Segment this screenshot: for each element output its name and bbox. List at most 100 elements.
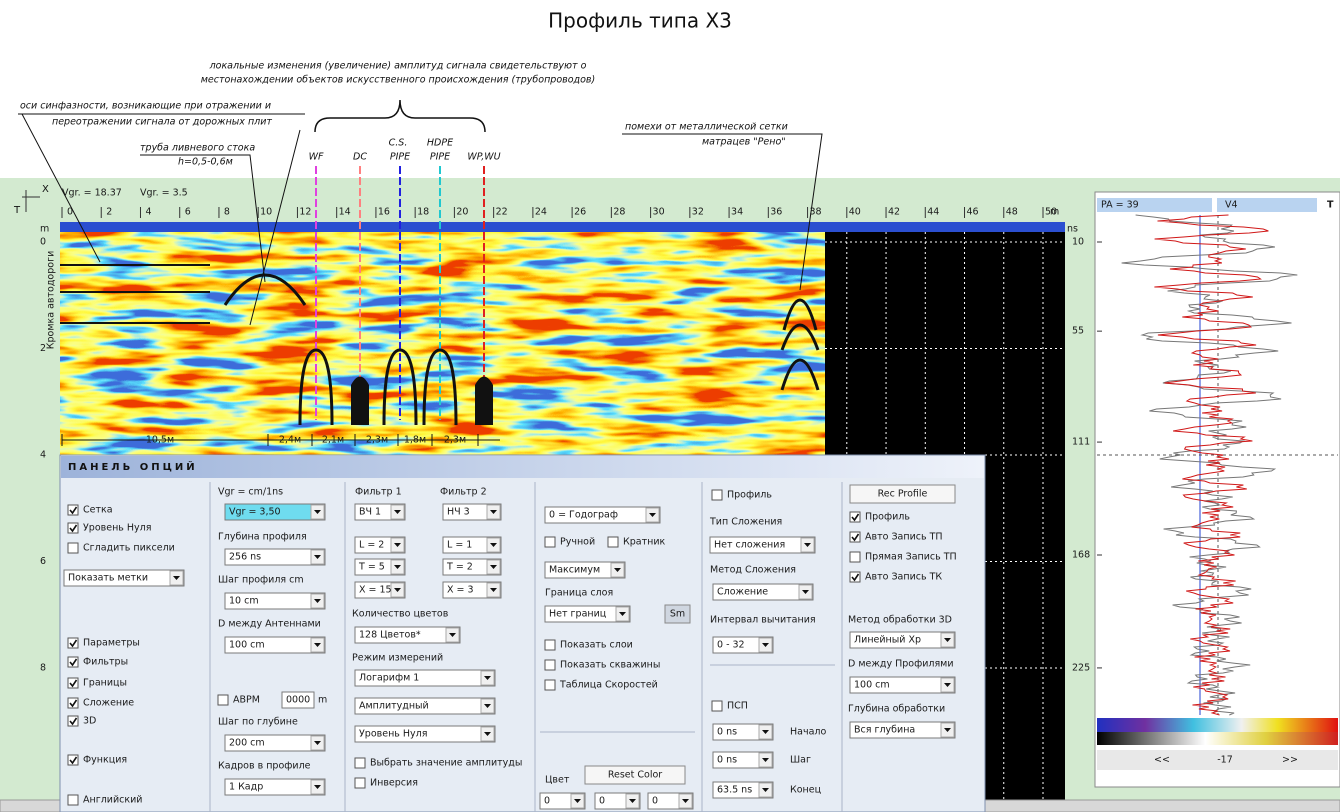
label: Количество цветов: [352, 609, 449, 620]
input[interactable]: [281, 691, 315, 709]
dropdown-arrow: [490, 565, 497, 569]
select[interactable]: [224, 548, 326, 566]
dropdown-arrow: [490, 588, 497, 592]
object-hyperbola: [382, 348, 418, 426]
annotation: переотражении сигнала от дорожных плит: [52, 117, 272, 128]
checkbox[interactable]: [544, 536, 556, 548]
nav-next[interactable]: >>: [1282, 755, 1298, 766]
button[interactable]: [849, 484, 956, 504]
checkbox[interactable]: [67, 794, 79, 806]
select-value: 0 - 32: [717, 640, 745, 651]
checkbox[interactable]: [67, 522, 79, 534]
select[interactable]: [544, 605, 631, 623]
select-value: Vgr = 3,50: [229, 507, 281, 518]
checkbox[interactable]: [67, 697, 79, 709]
select[interactable]: [354, 669, 496, 687]
select-value: Амплитудный: [359, 701, 429, 712]
checkbox[interactable]: [544, 679, 556, 691]
axis-x-label: X: [42, 184, 49, 195]
select[interactable]: [224, 734, 326, 752]
checkbox[interactable]: [67, 504, 79, 516]
checkbox[interactable]: [544, 639, 556, 651]
checkbox[interactable]: [544, 659, 556, 671]
checkbox-label: Функция: [83, 755, 127, 766]
checkbox[interactable]: [607, 536, 619, 548]
checkbox-label: Профиль: [865, 512, 910, 523]
nav-prev[interactable]: <<: [1154, 755, 1170, 766]
button-label: Reset Color: [608, 770, 662, 781]
label: D между Профилями: [848, 659, 954, 670]
checkbox[interactable]: [67, 677, 79, 689]
select-value: Сложение: [717, 587, 768, 598]
select-value: 1 Кадр: [229, 782, 263, 793]
object-label: PIPE: [390, 152, 410, 163]
select[interactable]: [544, 506, 661, 524]
label: Фильтр 1: [355, 487, 402, 498]
checkbox[interactable]: [67, 542, 79, 554]
select[interactable]: [849, 721, 956, 739]
checkbox[interactable]: [354, 777, 366, 789]
checkbox-label: АВРМ: [233, 695, 260, 706]
select-value: Показать метки: [68, 573, 148, 584]
select[interactable]: [849, 631, 956, 649]
select[interactable]: [849, 676, 956, 694]
checkmark: [69, 756, 78, 765]
checkbox[interactable]: [849, 571, 861, 583]
nav-value: -17: [1217, 755, 1233, 766]
select-value: X = 15: [359, 585, 392, 596]
select[interactable]: [544, 561, 626, 579]
dropdown-arrow: [314, 741, 321, 745]
select[interactable]: [354, 626, 461, 644]
reflection-axes: [60, 264, 210, 324]
select-value: Нет границ: [549, 609, 607, 620]
x-tick-label: 2: [106, 207, 112, 218]
checkbox[interactable]: [711, 700, 723, 712]
select-value: 256 ns: [229, 552, 261, 563]
select[interactable]: [712, 751, 774, 769]
select[interactable]: [354, 725, 496, 743]
x-tick-label: 26: [574, 207, 586, 218]
select[interactable]: [712, 636, 774, 654]
checkbox[interactable]: [354, 757, 366, 769]
checkbox[interactable]: [217, 694, 229, 706]
object-label: HDPE: [427, 138, 453, 149]
select-value: Логарифм 1: [359, 673, 419, 684]
checkbox[interactable]: [711, 489, 723, 501]
object-label: DC: [353, 152, 367, 163]
select-value: 0: [544, 796, 550, 807]
x-tick-label: 30: [653, 207, 665, 218]
select[interactable]: [709, 536, 816, 554]
select[interactable]: [712, 723, 774, 741]
select[interactable]: [224, 778, 326, 796]
checkbox-label: Показать слои: [560, 640, 633, 651]
dropdown-arrow: [314, 643, 321, 647]
checkbox-label: 3D: [83, 716, 96, 727]
object-label: C.S.: [389, 138, 408, 149]
button[interactable]: [664, 604, 691, 624]
checkbox[interactable]: [67, 656, 79, 668]
select[interactable]: [224, 592, 326, 610]
dropdown-arrow: [762, 788, 769, 792]
top-band: [60, 222, 1065, 232]
select[interactable]: [354, 697, 496, 715]
checkbox[interactable]: [67, 754, 79, 766]
select-value: 0: [652, 796, 658, 807]
checkbox[interactable]: [849, 551, 861, 563]
checkbox[interactable]: [849, 531, 861, 543]
dropdown-arrow: [314, 510, 321, 514]
select[interactable]: [712, 781, 774, 799]
select[interactable]: [712, 583, 814, 601]
x-tick-label: 10: [260, 207, 272, 218]
checkbox[interactable]: [849, 511, 861, 523]
dropdown-arrow: [614, 568, 621, 572]
object-label: PIPE: [430, 152, 450, 163]
button[interactable]: [584, 765, 686, 785]
checkbox[interactable]: [67, 637, 79, 649]
nav-bar: [1097, 750, 1338, 770]
select[interactable]: [63, 569, 185, 587]
select[interactable]: [224, 636, 326, 654]
checkbox[interactable]: [67, 715, 79, 727]
y-tick-label: 2: [40, 343, 46, 354]
select[interactable]: [224, 503, 326, 521]
